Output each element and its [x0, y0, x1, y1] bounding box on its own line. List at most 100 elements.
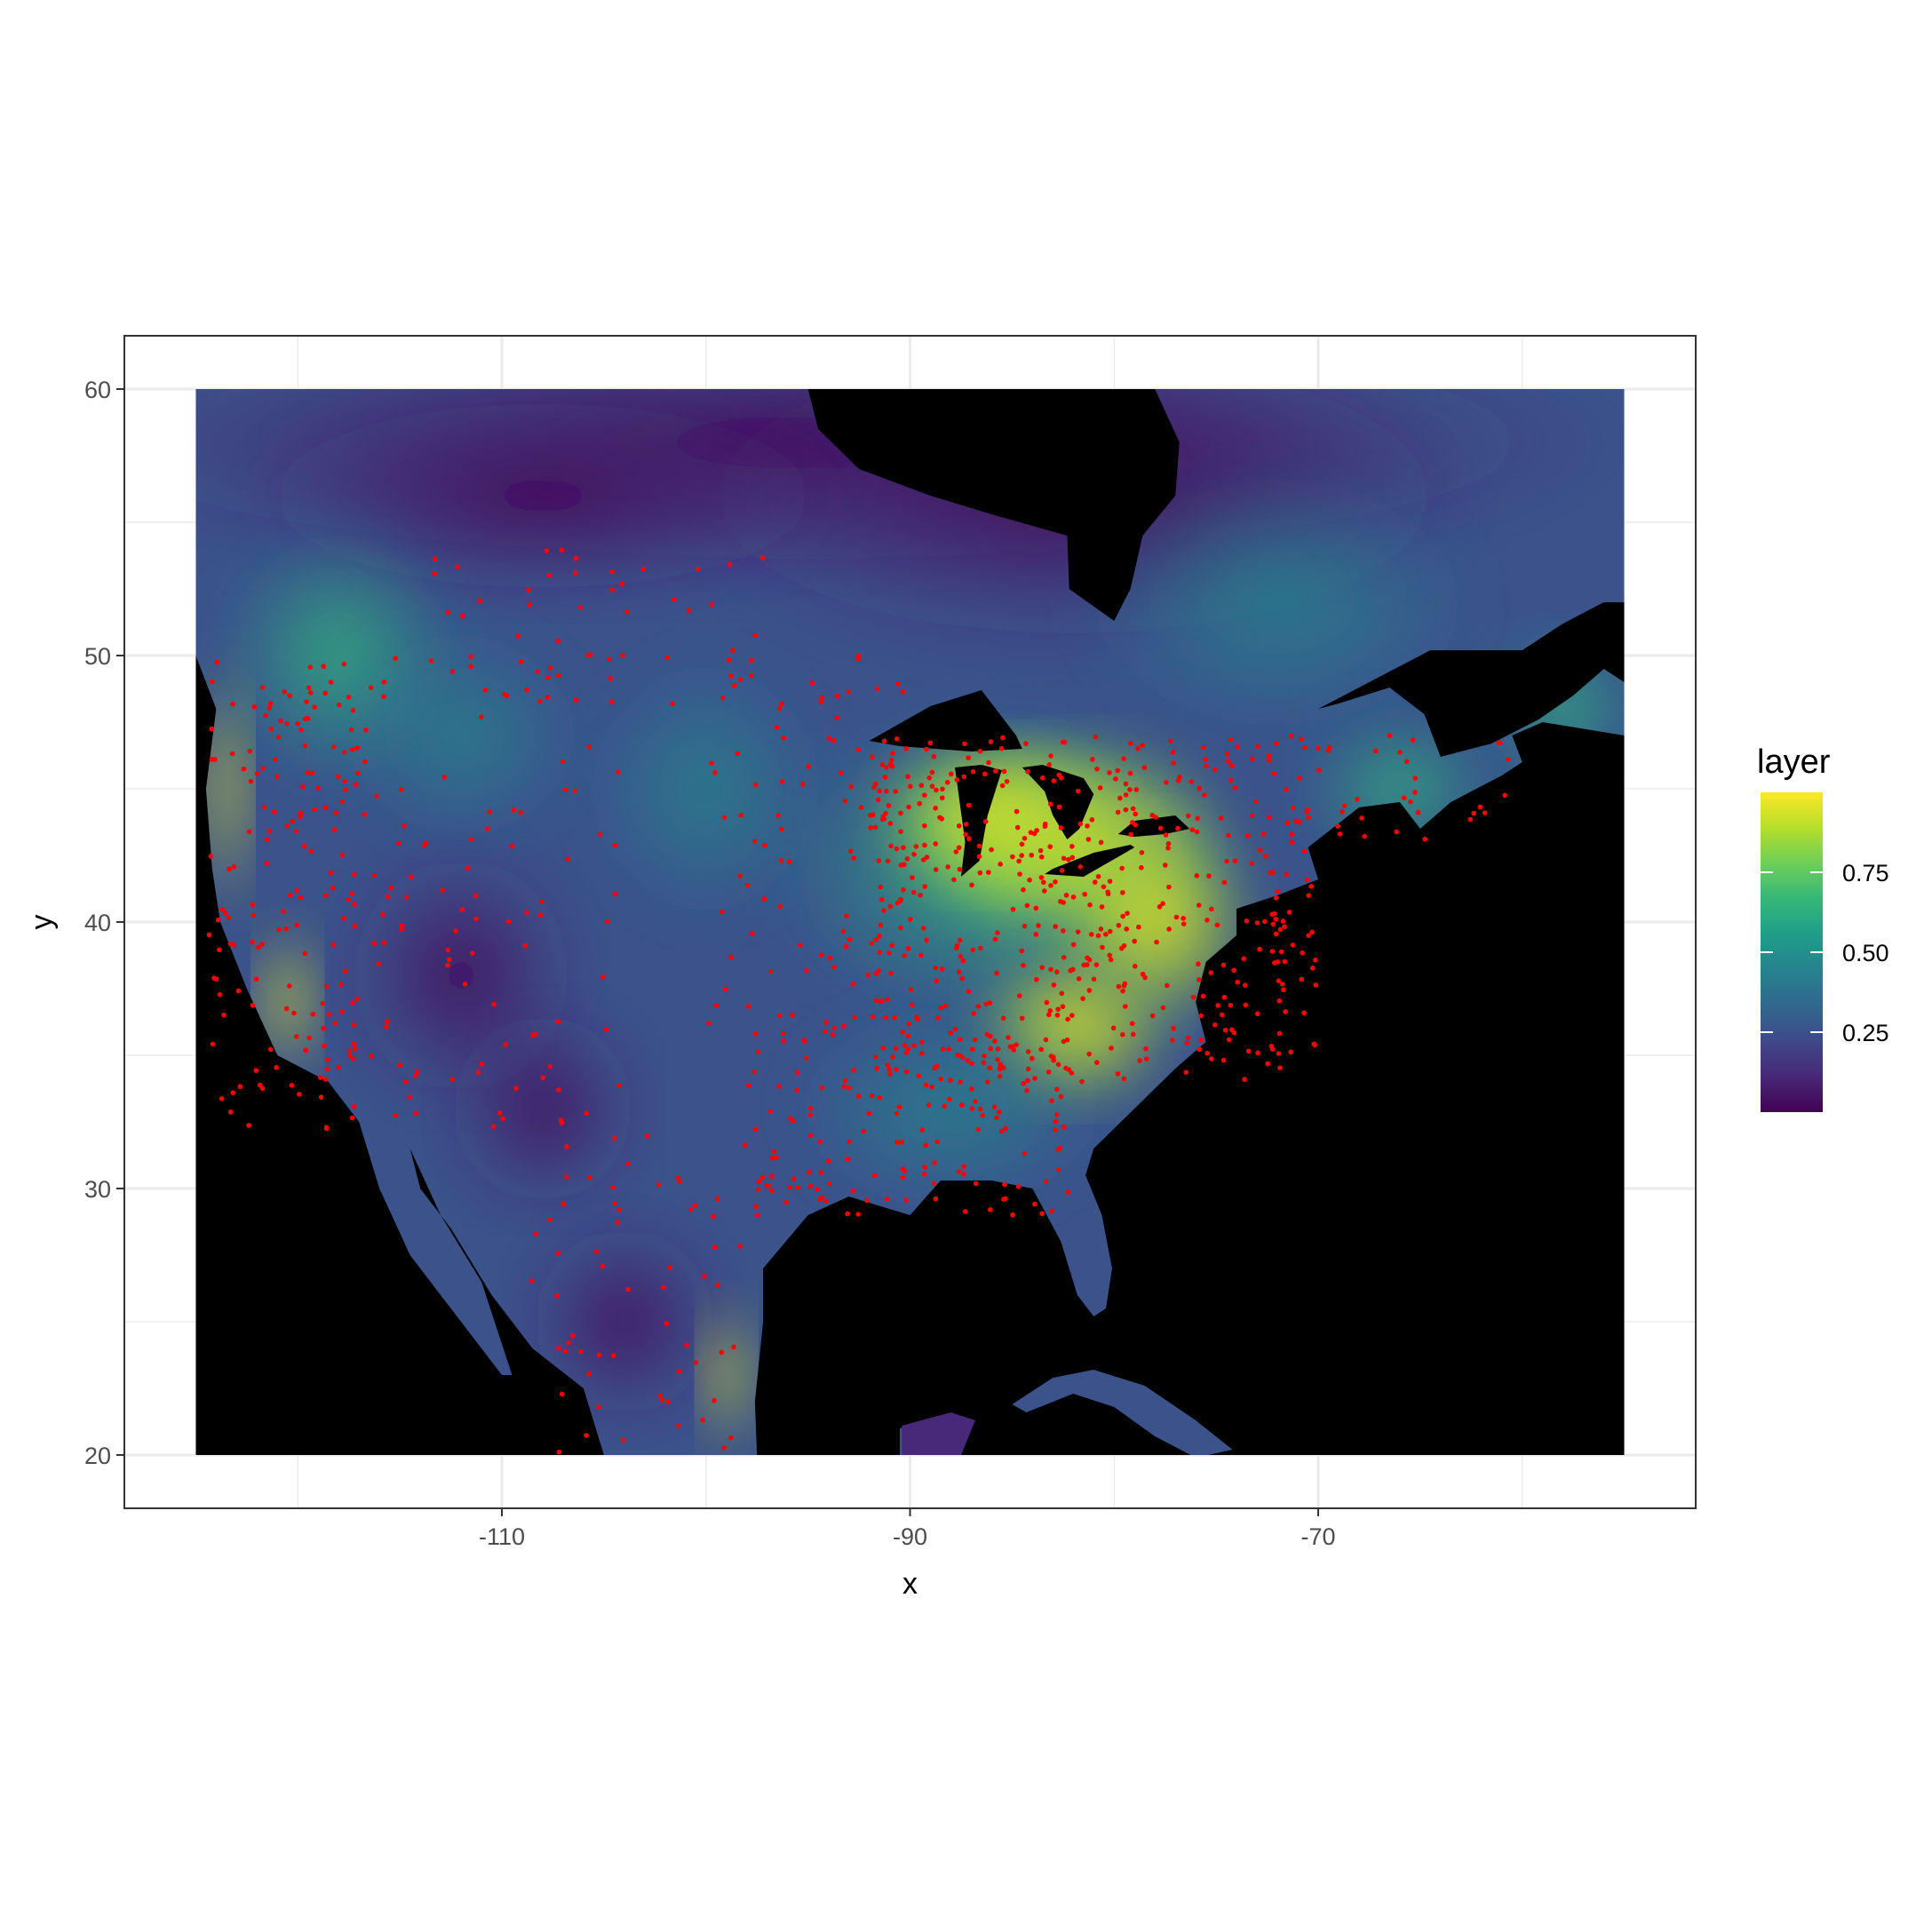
occurrence-point: [350, 707, 356, 713]
occurrence-point: [600, 1263, 606, 1269]
occurrence-point: [794, 1069, 800, 1076]
occurrence-point: [753, 1204, 759, 1209]
occurrence-point: [324, 1066, 330, 1072]
occurrence-point: [526, 587, 531, 593]
occurrence-point: [1043, 1037, 1049, 1043]
occurrence-point: [870, 754, 875, 759]
occurrence-point: [1055, 1006, 1061, 1013]
occurrence-point: [818, 699, 824, 705]
occurrence-point: [1262, 918, 1268, 925]
occurrence-point: [1266, 753, 1272, 759]
legend-label: 0.25: [1842, 1020, 1889, 1046]
occurrence-point: [1046, 1012, 1052, 1018]
occurrence-point: [769, 1173, 775, 1180]
occurrence-point: [1244, 918, 1250, 924]
occurrence-point: [540, 1075, 546, 1080]
occurrence-point: [720, 909, 725, 915]
occurrence-point: [1205, 918, 1210, 923]
occurrence-point: [323, 893, 329, 898]
occurrence-point: [1271, 910, 1277, 917]
occurrence-point: [1057, 1145, 1062, 1151]
occurrence-point: [976, 854, 982, 860]
occurrence-point: [665, 1399, 671, 1405]
occurrence-point: [586, 1371, 592, 1377]
occurrence-point: [953, 945, 959, 950]
occurrence-point: [1066, 856, 1071, 863]
occurrence-point: [1412, 790, 1418, 795]
occurrence-point: [802, 1038, 807, 1045]
occurrence-point: [1107, 879, 1113, 884]
occurrence-point: [527, 601, 532, 608]
occurrence-point: [746, 1083, 751, 1089]
occurrence-point: [1061, 927, 1066, 934]
occurrence-point: [927, 740, 934, 746]
occurrence-point: [1099, 904, 1105, 910]
occurrence-point: [1166, 926, 1172, 932]
occurrence-point: [608, 675, 614, 681]
occurrence-point: [919, 1127, 926, 1133]
occurrence-point: [1046, 1069, 1052, 1075]
occurrence-point: [1242, 1077, 1247, 1082]
occurrence-point: [479, 1061, 484, 1067]
lake-erie: [1045, 845, 1135, 877]
occurrence-point: [988, 1034, 993, 1039]
occurrence-point: [712, 1397, 717, 1403]
occurrence-point: [898, 810, 903, 816]
occurrence-point: [899, 1140, 905, 1145]
occurrence-point: [728, 672, 734, 679]
occurrence-point: [907, 783, 913, 790]
occurrence-point: [1133, 787, 1140, 792]
occurrence-point: [880, 1046, 886, 1051]
occurrence-point: [352, 1046, 358, 1052]
occurrence-point: [351, 1022, 357, 1028]
occurrence-point: [721, 1445, 727, 1451]
occurrence-point: [596, 1404, 601, 1410]
occurrence-point: [1021, 886, 1026, 893]
occurrence-point: [296, 1092, 302, 1097]
occurrence-point: [855, 747, 861, 752]
occurrence-point: [459, 613, 465, 619]
occurrence-point: [981, 1060, 987, 1065]
occurrence-point: [266, 705, 273, 711]
occurrence-point: [1063, 893, 1069, 898]
occurrence-point: [1039, 1211, 1045, 1216]
occurrence-point: [1054, 1086, 1060, 1093]
occurrence-point: [1004, 778, 1010, 784]
occurrence-point: [518, 809, 523, 815]
raster-west-teal: [338, 629, 584, 842]
occurrence-point: [237, 1084, 243, 1090]
occurrence-point: [381, 680, 387, 685]
occurrence-point: [261, 804, 267, 810]
occurrence-point: [1181, 916, 1186, 921]
occurrence-point: [1341, 803, 1348, 808]
occurrence-point: [997, 1065, 1003, 1071]
occurrence-point: [1093, 1060, 1100, 1065]
occurrence-point: [730, 648, 735, 653]
occurrence-point: [399, 922, 405, 928]
occurrence-point: [1130, 820, 1135, 825]
occurrence-point: [1326, 744, 1332, 751]
occurrence-point: [281, 909, 287, 914]
occurrence-point: [873, 936, 879, 942]
occurrence-point: [1128, 831, 1133, 838]
occurrence-point: [676, 1369, 682, 1374]
occurrence-point: [998, 745, 1005, 751]
occurrence-point: [341, 661, 347, 667]
occurrence-point: [342, 778, 347, 784]
occurrence-point: [737, 873, 743, 879]
occurrence-point: [937, 815, 942, 821]
occurrence-point: [349, 891, 354, 896]
occurrence-point: [462, 982, 468, 987]
occurrence-point: [889, 942, 894, 949]
occurrence-point: [338, 982, 344, 988]
occurrence-point: [728, 1435, 734, 1441]
occurrence-point: [1086, 1051, 1092, 1057]
occurrence-point: [1249, 861, 1255, 866]
occurrence-point: [1042, 823, 1048, 830]
occurrence-point: [587, 1174, 592, 1181]
occurrence-point: [1059, 868, 1065, 873]
occurrence-point: [603, 1027, 609, 1032]
occurrence-point: [1224, 858, 1229, 864]
occurrence-point: [1226, 832, 1231, 839]
occurrence-point: [1315, 745, 1321, 751]
